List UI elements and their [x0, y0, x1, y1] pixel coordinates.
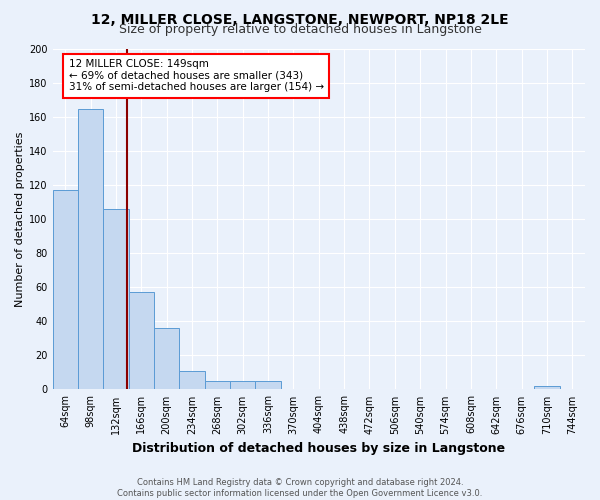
Bar [78, 108, 103, 390]
Bar [128, 292, 154, 390]
Bar [534, 386, 560, 390]
Bar [205, 381, 230, 390]
Bar [103, 209, 128, 390]
Bar [154, 328, 179, 390]
Bar [256, 381, 281, 390]
Bar [179, 370, 205, 390]
X-axis label: Distribution of detached houses by size in Langstone: Distribution of detached houses by size … [132, 442, 505, 455]
Y-axis label: Number of detached properties: Number of detached properties [15, 132, 25, 307]
Text: Contains HM Land Registry data © Crown copyright and database right 2024.
Contai: Contains HM Land Registry data © Crown c… [118, 478, 482, 498]
Text: Size of property relative to detached houses in Langstone: Size of property relative to detached ho… [119, 22, 481, 36]
Text: 12, MILLER CLOSE, LANGSTONE, NEWPORT, NP18 2LE: 12, MILLER CLOSE, LANGSTONE, NEWPORT, NP… [91, 12, 509, 26]
Bar [230, 381, 256, 390]
Text: 12 MILLER CLOSE: 149sqm
← 69% of detached houses are smaller (343)
31% of semi-d: 12 MILLER CLOSE: 149sqm ← 69% of detache… [68, 59, 323, 92]
Bar [53, 190, 78, 390]
